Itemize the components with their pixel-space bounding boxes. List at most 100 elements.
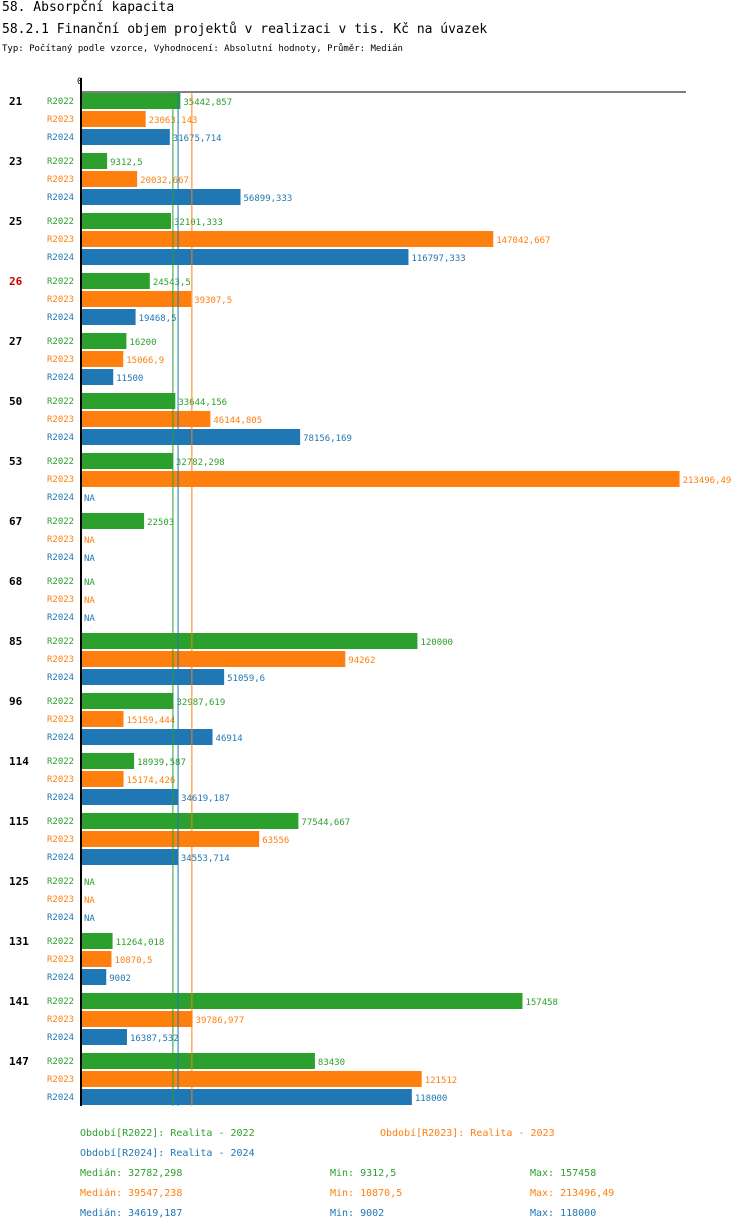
data-label: 32782,298	[176, 458, 225, 468]
stat-min-r2022: Min: 9312,5	[330, 1168, 397, 1179]
stat-max-r2024: Max: 118000	[530, 1208, 597, 1219]
bar-r2024	[81, 969, 107, 985]
data-label: 16387,532	[130, 1034, 179, 1044]
bar-r2022	[81, 633, 418, 649]
data-label: 56899,333	[244, 194, 293, 204]
series-row-label: R2024	[47, 973, 74, 983]
series-row-label: R2022	[47, 1057, 74, 1067]
data-label: 11264,018	[116, 938, 165, 948]
data-label: 16200	[129, 338, 156, 348]
bar-r2024	[81, 729, 213, 745]
page-title: 58. Absorpční kapacita	[2, 0, 175, 15]
category-label: 50	[9, 395, 22, 408]
series-row-label: R2023	[47, 535, 74, 545]
series-row-label: R2023	[47, 835, 74, 845]
category-label: 125	[9, 875, 29, 888]
data-label: 31675,714	[173, 134, 222, 144]
chart-meta: Typ: Počítaný podle vzorce, Vyhodnocení:…	[2, 44, 403, 54]
series-row-label: R2023	[47, 595, 74, 605]
legend-r2024: Období[R2024]: Realita - 2024	[80, 1148, 255, 1159]
series-row-label: R2022	[47, 937, 74, 947]
data-label: 78156,169	[303, 434, 352, 444]
data-label: NA	[84, 494, 95, 504]
category-label: 131	[9, 935, 29, 948]
series-row-label: R2022	[47, 97, 74, 107]
bar-r2022	[81, 333, 127, 349]
bar-r2023	[81, 171, 138, 187]
category-label: 85	[9, 635, 22, 648]
data-label: 39786,977	[196, 1016, 245, 1026]
series-row-label: R2022	[47, 757, 74, 767]
bar-r2023	[81, 711, 124, 727]
data-label: 15174,426	[127, 776, 176, 786]
bar-r2023	[81, 231, 494, 247]
bar-r2023	[81, 831, 260, 847]
bar-r2023	[81, 471, 680, 487]
series-row-label: R2023	[47, 295, 74, 305]
data-label: 32101,333	[174, 218, 223, 228]
data-label: 213496,49	[683, 476, 732, 486]
series-row-label: R2022	[47, 637, 74, 647]
bar-r2024	[81, 129, 170, 145]
bar-r2022	[81, 153, 108, 169]
bar-r2022	[81, 753, 135, 769]
data-label: NA	[84, 596, 95, 606]
series-row-label: R2022	[47, 577, 74, 587]
data-label: 10870,5	[114, 956, 152, 966]
series-row-label: R2023	[47, 175, 74, 185]
series-row-label: R2024	[47, 673, 74, 683]
data-label: NA	[84, 896, 95, 906]
data-label: NA	[84, 614, 95, 624]
stat-max-r2022: Max: 157458	[530, 1168, 597, 1179]
data-label: NA	[84, 914, 95, 924]
data-label: 77544,667	[301, 818, 350, 828]
stat-min-r2024: Min: 9002	[330, 1208, 385, 1219]
series-row-label: R2024	[47, 853, 74, 863]
bar-r2022	[81, 213, 172, 229]
category-label: 114	[9, 755, 29, 768]
data-label: NA	[84, 554, 95, 564]
series-row-label: R2024	[47, 1033, 74, 1043]
series-row-label: R2024	[47, 133, 74, 143]
stat-min-r2023: Min: 10870,5	[330, 1188, 403, 1199]
data-label: 34553,714	[181, 854, 230, 864]
data-label: 46144,805	[213, 416, 262, 426]
series-row-label: R2024	[47, 913, 74, 923]
bar-r2022	[81, 993, 523, 1009]
bar-r2022	[81, 453, 173, 469]
data-label: 118000	[415, 1094, 448, 1104]
series-row-label: R2024	[47, 373, 74, 383]
bar-r2024	[81, 669, 225, 685]
series-row-label: R2024	[47, 193, 74, 203]
category-label: 115	[9, 815, 29, 828]
category-label: 67	[9, 515, 22, 528]
series-row-label: R2022	[47, 157, 74, 167]
data-label: NA	[84, 878, 95, 888]
series-row-label: R2024	[47, 313, 74, 323]
data-label: 33644,156	[178, 398, 227, 408]
series-row-label: R2022	[47, 457, 74, 467]
series-row-label: R2024	[47, 613, 74, 623]
data-label: 120000	[420, 638, 453, 648]
bar-r2024	[81, 249, 409, 265]
series-row-label: R2023	[47, 1075, 74, 1085]
category-label: 53	[9, 455, 22, 468]
data-label: 46914	[216, 734, 243, 744]
series-row-label: R2024	[47, 793, 74, 803]
series-row-label: R2023	[47, 415, 74, 425]
bar-r2022	[81, 513, 145, 529]
series-row-label: R2022	[47, 997, 74, 1007]
bar-r2024	[81, 1029, 127, 1045]
bar-r2023	[81, 771, 124, 787]
bar-r2022	[81, 273, 150, 289]
bar-r2024	[81, 369, 114, 385]
data-label: NA	[84, 536, 95, 546]
data-label: 39307,5	[194, 296, 232, 306]
data-label: 9002	[109, 974, 131, 984]
category-label: 21	[9, 95, 23, 108]
legend-r2023: Období[R2023]: Realita - 2023	[380, 1128, 555, 1139]
series-row-label: R2023	[47, 775, 74, 785]
data-label: NA	[84, 578, 95, 588]
series-row-label: R2023	[47, 955, 74, 965]
data-label: 20032,667	[140, 176, 189, 186]
